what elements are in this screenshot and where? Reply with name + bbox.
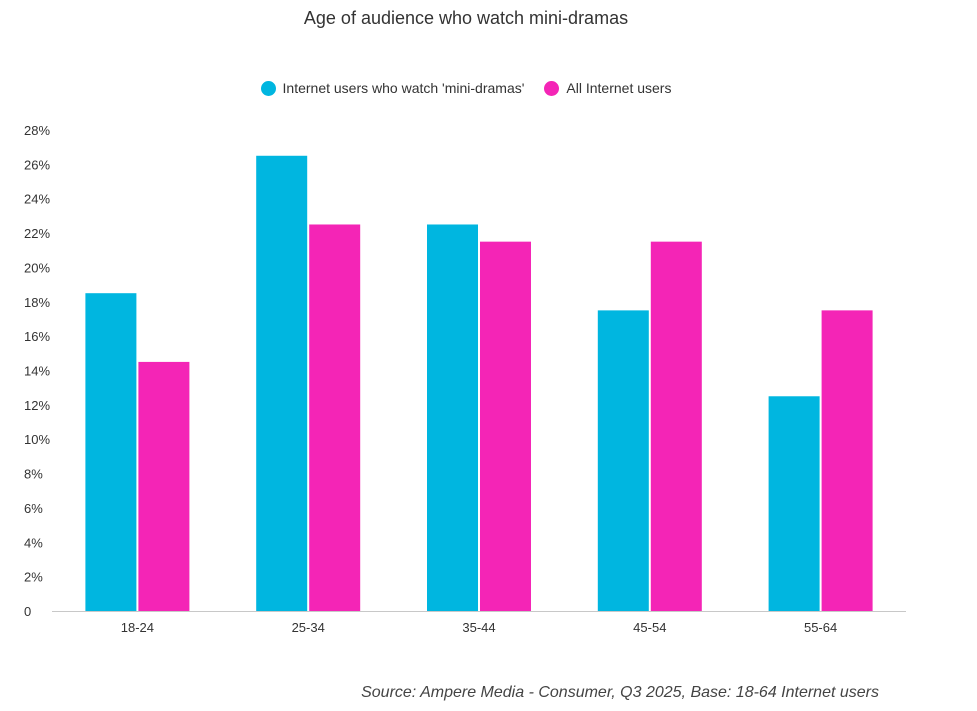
- bar-series-2-45-54: [650, 241, 702, 612]
- x-tick-label: 45-54: [633, 620, 666, 635]
- y-tick-label: 16%: [24, 329, 50, 344]
- y-tick-label: 0: [24, 604, 31, 619]
- legend-label-series-2: All Internet users: [566, 80, 672, 96]
- x-tick-label: 35-44: [462, 620, 495, 635]
- bar-series-1-25-34: [256, 155, 308, 611]
- bar-series-1-45-54: [597, 310, 649, 611]
- y-tick-label: 28%: [24, 123, 50, 138]
- y-tick-label: 20%: [24, 260, 50, 275]
- y-tick-label: 14%: [24, 364, 50, 379]
- chart-title: Age of audience who watch mini-dramas: [303, 8, 629, 28]
- legend-item-series-2[interactable]: All Internet users: [544, 80, 671, 96]
- x-tick-label: 55-64: [804, 620, 837, 635]
- x-tick-label: 25-34: [292, 620, 325, 635]
- y-tick-label: 26%: [24, 157, 50, 172]
- source-note: Source: Ampere Media - Consumer, Q3 2025…: [361, 684, 879, 701]
- y-tick-label: 4%: [24, 535, 43, 550]
- y-tick-label: 8%: [24, 467, 43, 482]
- legend-item-series-1[interactable]: Internet users who watch 'mini-dramas': [260, 80, 525, 96]
- legend-swatch-series-2: [544, 80, 560, 96]
- bar-series-1-55-64: [768, 396, 820, 611]
- legend: Internet users who watch 'mini-dramas' A…: [0, 80, 932, 96]
- bar-series-2-35-44: [480, 241, 531, 612]
- y-tick-label: 6%: [24, 501, 43, 516]
- bar-series-2-55-64: [821, 310, 873, 611]
- y-tick-label: 12%: [24, 398, 50, 413]
- bar-series-2-18-24: [138, 361, 190, 611]
- bar-series-1-18-24: [85, 293, 137, 611]
- y-tick-label: 2%: [24, 570, 43, 585]
- y-tick-label: 24%: [24, 192, 50, 207]
- y-tick-label: 22%: [24, 226, 50, 241]
- legend-swatch-series-1: [260, 80, 276, 96]
- x-tick-label: 18-24: [121, 620, 154, 635]
- y-tick-label: 10%: [24, 432, 50, 447]
- bar-series-2-25-34: [309, 224, 361, 611]
- legend-label-series-1: Internet users who watch 'mini-dramas': [282, 80, 525, 96]
- bar-series-1-35-44: [427, 224, 478, 611]
- y-tick-label: 18%: [24, 295, 50, 310]
